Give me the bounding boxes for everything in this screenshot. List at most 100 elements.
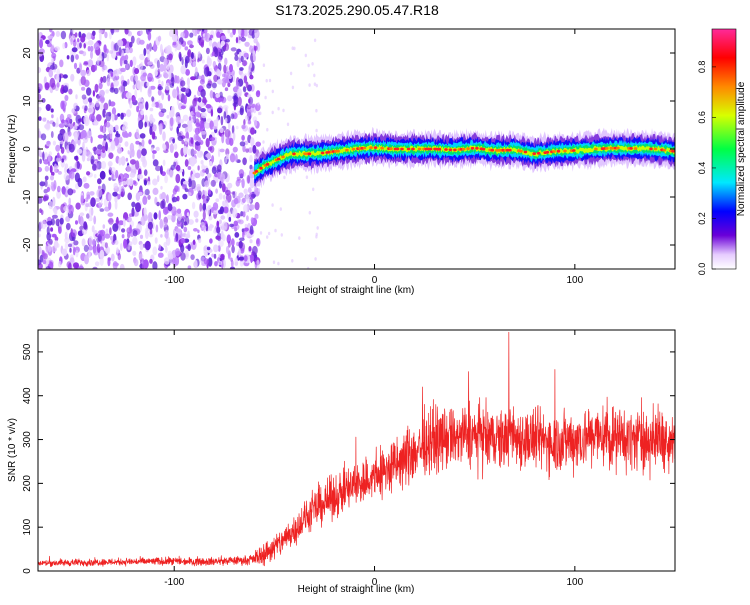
spectrogram-noise-blob <box>253 29 259 38</box>
spectrogram-noise-blob <box>132 84 136 90</box>
spectrogram-noise-blob <box>136 149 142 159</box>
y-tick-label: 0 <box>22 146 33 152</box>
spectrogram-noise-blob <box>39 39 43 49</box>
spectrogram-noise-blob <box>179 53 182 62</box>
spectrogram-noise-blob <box>238 247 241 258</box>
spectrogram-noise-blob <box>189 44 194 49</box>
spectrogram-noise-blob <box>118 136 123 144</box>
spectrogram-noise-blob <box>115 169 119 179</box>
spectrogram-noise-blob <box>65 222 71 231</box>
spectrogram-noise-blob <box>159 103 163 111</box>
spectrogram-noise-blob <box>177 132 182 137</box>
spectrogram-noise-blob <box>262 140 265 144</box>
spectrogram-noise-blob <box>120 191 124 197</box>
spectrogram-noise-blob <box>86 213 90 219</box>
spectrogram-noise-blob <box>184 126 188 133</box>
spectrogram-noise-blob <box>190 254 195 260</box>
spectrogram-ylabel: Frequency (Hz) <box>7 115 18 184</box>
spectrogram-noise-blob <box>51 171 55 176</box>
spectrogram-noise-blob <box>121 234 125 239</box>
spectrogram-noise-blob <box>163 257 170 265</box>
spectrogram-noise-blob <box>152 124 157 132</box>
spectrogram-noise-blob <box>223 206 229 214</box>
spectrogram-noise-blob <box>52 121 56 127</box>
spectrogram-noise-blob <box>50 108 54 113</box>
spectrogram-noise-blob <box>183 145 188 156</box>
spectrogram-noise-blob <box>176 126 179 135</box>
spectrogram-noise-blob <box>98 202 101 210</box>
spectrogram-noise-blob <box>217 97 222 103</box>
spectrogram-noise-blob <box>235 179 240 187</box>
spectrogram-noise-blob <box>204 29 208 34</box>
spectrogram-noise-blob <box>180 65 186 75</box>
spectrogram-noise-blob <box>87 107 93 113</box>
spectrogram-noise-blob <box>60 146 65 154</box>
spectrogram-noise-blob <box>127 78 130 85</box>
spectrogram-noise-blob <box>187 49 192 58</box>
spectrogram-noise-blob <box>159 218 164 229</box>
spectrogram-noise-blob <box>247 187 252 194</box>
spectrogram-noise-blob <box>252 245 258 255</box>
spectrogram-noise-blob <box>195 218 199 223</box>
spectrogram-noise-blob <box>92 90 96 97</box>
spectrogram-noise-blob <box>209 223 213 232</box>
spectrogram-noise-blob <box>307 63 310 68</box>
spectrogram-noise-blob <box>192 61 197 68</box>
spectrogram-noise-blob <box>109 31 112 40</box>
spectrogram-noise-blob <box>78 124 85 131</box>
spectrogram-noise-blob <box>38 162 41 167</box>
spectrogram-noise-blob <box>68 243 72 248</box>
spectrogram-noise-blob <box>131 148 135 158</box>
spectrogram-noise-blob <box>187 243 191 252</box>
spectrogram-noise-blob <box>93 174 97 179</box>
spectrogram-noise-blob <box>83 62 89 66</box>
spectrogram-noise-blob <box>182 193 188 200</box>
spectrogram-noise-blob <box>152 178 158 186</box>
spectrogram-noise-blob <box>60 100 65 110</box>
spectrogram-noise-blob <box>140 61 144 70</box>
spectrogram-noise-blob <box>76 161 80 169</box>
spectrogram-noise-blob <box>225 153 230 160</box>
spectrogram-noise-blob <box>238 51 242 59</box>
y-tick-label: -10 <box>22 189 33 204</box>
spectrogram-noise-blob <box>105 111 112 122</box>
signal-peak <box>362 146 367 150</box>
spectrogram-noise-blob <box>248 29 255 36</box>
spectrogram-noise-blob <box>243 188 248 195</box>
spectrogram-noise-blob <box>200 221 205 228</box>
spectrogram-noise-blob <box>173 143 178 150</box>
spectrogram-noise-blob <box>61 158 64 163</box>
spectrogram-noise-blob <box>102 75 107 83</box>
spectrogram-noise-blob <box>52 140 57 146</box>
spectrogram-noise-blob <box>202 210 206 220</box>
spectrogram-noise-blob <box>232 102 239 107</box>
spectrogram-noise-blob <box>305 175 309 179</box>
spectrogram-noise-blob <box>132 56 137 66</box>
spectrogram-noise-blob <box>192 104 196 114</box>
spectrogram-noise-blob <box>78 214 81 224</box>
spectrogram-noise-blob <box>279 207 282 211</box>
spectrogram-noise-blob <box>168 53 173 61</box>
spectrogram-noise-blob <box>87 59 94 68</box>
spectrogram-noise-blob <box>245 193 249 201</box>
spectrogram-noise-blob <box>256 90 261 95</box>
spectrogram-noise-blob <box>63 205 69 212</box>
spectrogram-noise-blob <box>197 165 200 171</box>
spectrogram-noise-blob <box>313 38 317 43</box>
spectrogram-noise-blob <box>161 222 168 228</box>
spectrogram-noise-blob <box>238 219 244 225</box>
spectrogram-noise-blob <box>167 203 173 212</box>
spectrogram-noise-blob <box>193 150 197 155</box>
spectrogram-noise-blob <box>283 175 286 180</box>
x-tick-label: -100 <box>164 275 184 286</box>
spectrogram-noise-blob <box>58 123 65 128</box>
spectrogram-noise-blob <box>133 181 138 187</box>
spectrogram-noise-blob <box>86 130 92 139</box>
spectrogram-noise-blob <box>140 74 147 82</box>
spectrogram-noise-blob <box>191 173 195 181</box>
spectrogram-noise-blob <box>124 54 129 61</box>
spectrogram-noise-blob <box>249 239 253 244</box>
spectrogram-noise-blob <box>315 234 318 239</box>
signal-peak <box>320 151 325 155</box>
